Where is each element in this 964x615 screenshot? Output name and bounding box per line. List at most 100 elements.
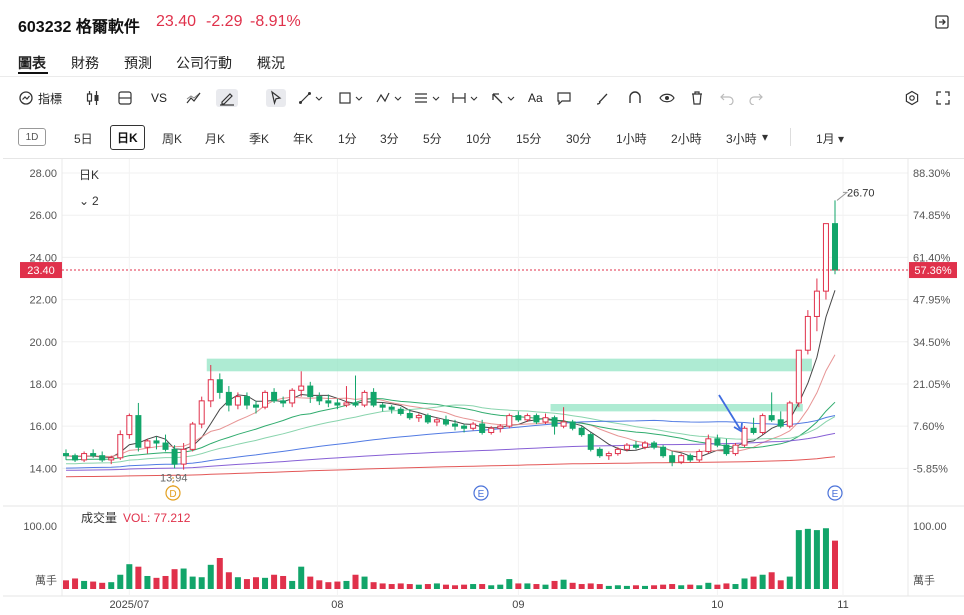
chart-area[interactable]: 28.00 88.30% 26.00 74.85% 24.00 61.40% 22.00 47…: [3, 158, 964, 615]
candle-body: [289, 389, 296, 404]
quote-header: 603232 格爾軟件 23.40 -2.29 -8.91%: [0, 0, 964, 44]
volume-bar: [117, 574, 124, 589]
period-1min[interactable]: 1分: [338, 132, 357, 146]
text-icon[interactable]: Aa: [528, 91, 543, 105]
volume-bar: [452, 585, 459, 589]
undo-icon[interactable]: [720, 89, 734, 107]
magnet-icon[interactable]: [627, 89, 643, 107]
volume-bar: [361, 576, 368, 589]
candle-body: [461, 425, 468, 429]
stock-title: 603232 格爾軟件: [18, 19, 140, 36]
candle-body: [126, 415, 133, 436]
period-yearly[interactable]: 年K: [293, 132, 314, 146]
volume-bar: [144, 575, 151, 589]
volume-value: VOL: 77.212: [123, 511, 191, 525]
period-daily[interactable]: 日K: [110, 125, 145, 150]
candle-body: [642, 442, 649, 448]
fib-icon[interactable]: [413, 89, 441, 107]
high-marker-line: [836, 191, 849, 201]
eye-icon[interactable]: [659, 89, 675, 107]
range-selector[interactable]: 1月 ▾: [816, 132, 845, 146]
candlestick-chart[interactable]: 28.00 88.30% 26.00 74.85% 24.00 61.40% 22.00 47…: [3, 159, 964, 615]
price-tick-label: 26.00: [29, 210, 57, 222]
candle-body: [415, 415, 422, 419]
trendline-icon[interactable]: [298, 89, 324, 107]
period-3min[interactable]: 3分: [380, 132, 399, 146]
trash-icon[interactable]: [690, 89, 704, 107]
comment-icon[interactable]: [556, 89, 572, 107]
arrow-icon[interactable]: [490, 89, 518, 107]
volume-bar: [171, 569, 178, 589]
period-2h[interactable]: 2小時: [671, 132, 702, 146]
candle-body: [243, 396, 250, 406]
period-3h[interactable]: 3小時: [726, 132, 757, 146]
candle-body: [669, 455, 676, 463]
fullscreen-icon[interactable]: [936, 89, 950, 107]
tab-chart[interactable]: 圖表: [18, 55, 46, 71]
period-monthly[interactable]: 月K: [205, 132, 226, 146]
candle-body: [506, 415, 513, 427]
tab-forecast[interactable]: 預測: [124, 55, 152, 71]
period-1h[interactable]: 1小時: [616, 132, 647, 146]
candle-body: [225, 391, 232, 406]
volume-bar: [325, 582, 332, 589]
exit-icon[interactable]: [934, 14, 950, 30]
volume-bar: [832, 540, 838, 589]
redo-icon[interactable]: [749, 89, 763, 107]
tab-overview[interactable]: 概況: [257, 55, 285, 71]
period-5min[interactable]: 5分: [423, 132, 442, 146]
period-selector[interactable]: 1D: [18, 128, 46, 146]
volume-bar: [298, 566, 305, 589]
pen-icon[interactable]: [216, 89, 238, 107]
period-5d[interactable]: 5日: [74, 132, 93, 146]
candle-body: [497, 425, 504, 429]
candle-body: [623, 444, 630, 450]
volume-bar: [813, 530, 820, 589]
measure-icon[interactable]: [451, 89, 479, 107]
candle-body: [822, 223, 829, 292]
rectangle-icon[interactable]: [338, 89, 364, 107]
brush-icon[interactable]: [595, 89, 611, 107]
percent-tick-label: 74.85%: [913, 210, 951, 222]
volume-bar: [397, 583, 404, 589]
candle-body: [198, 400, 205, 425]
high-label: 26.70: [847, 187, 875, 199]
tab-corporate-actions[interactable]: 公司行動: [176, 55, 232, 71]
candle-body: [153, 440, 160, 444]
ma-line: [65, 415, 836, 469]
candle-body: [262, 391, 269, 408]
period-30min[interactable]: 30分: [566, 132, 592, 146]
period-weekly[interactable]: 周K: [162, 132, 183, 146]
period-15min[interactable]: 15分: [516, 132, 542, 146]
chevron-down-icon[interactable]: ▾: [762, 130, 769, 144]
candle-body: [587, 434, 594, 450]
period-10min[interactable]: 10分: [466, 132, 492, 146]
candle-body: [379, 404, 386, 408]
tab-financials[interactable]: 財務: [71, 55, 99, 71]
candle-body: [370, 391, 377, 406]
candle-body: [442, 419, 449, 425]
volume-bar: [316, 580, 323, 589]
candle-body: [705, 438, 712, 452]
indicator-button[interactable]: 指標: [18, 89, 62, 107]
compare-button[interactable]: VS: [151, 91, 168, 105]
volume-bar: [207, 564, 214, 589]
candle-body: [397, 408, 404, 414]
cursor-icon[interactable]: [266, 89, 286, 107]
candle-body: [280, 400, 287, 404]
price-tick-label: 16.00: [29, 421, 57, 433]
event-marker: [827, 485, 843, 501]
line-chart-icon[interactable]: [186, 89, 202, 107]
candle-body: [524, 415, 531, 421]
settings-icon[interactable]: [904, 89, 920, 107]
candle-body: [515, 415, 522, 421]
annotation-arrow: [718, 394, 741, 430]
layout-icon[interactable]: [118, 89, 132, 107]
candlestick-icon[interactable]: [86, 89, 100, 107]
candle-body: [687, 455, 694, 461]
volume-bar: [605, 585, 612, 589]
volume-bar: [461, 584, 468, 589]
percent-tick-label: -5.85%: [913, 463, 948, 475]
period-quarterly[interactable]: 季K: [249, 132, 270, 146]
pattern-icon[interactable]: [375, 89, 403, 107]
